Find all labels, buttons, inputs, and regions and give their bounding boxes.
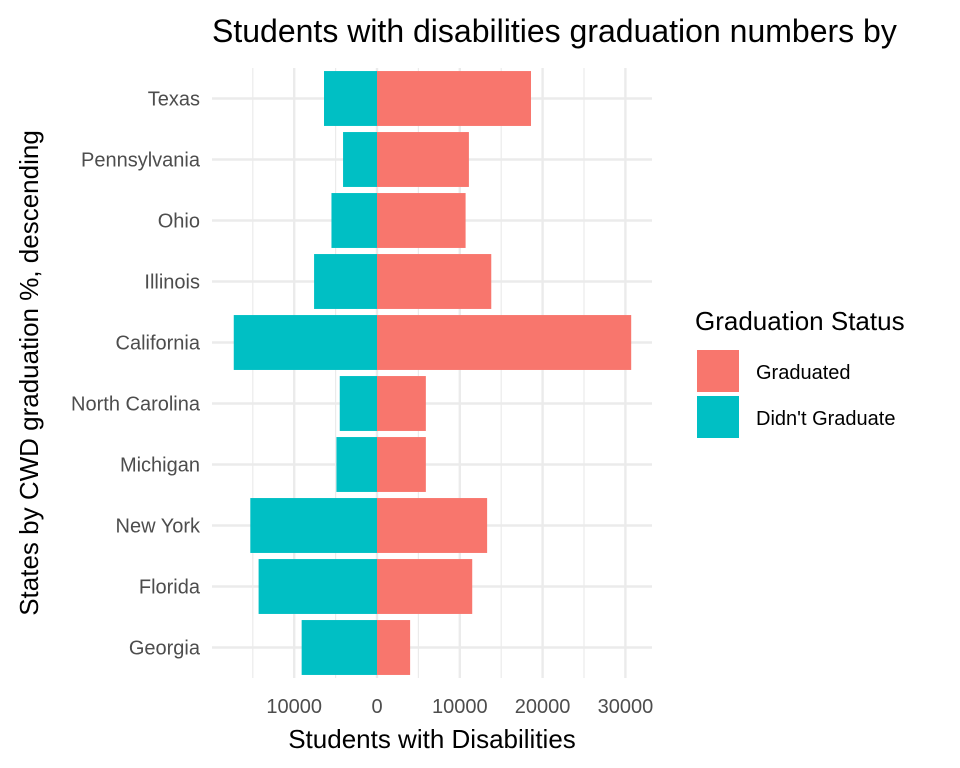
- y-tick-label: Illinois: [144, 272, 200, 294]
- bars-group: [233, 71, 632, 675]
- y-tick-label: Pennsylvania: [81, 150, 201, 172]
- bar-graduated-georgia: [377, 620, 411, 675]
- bar-graduated-florida: [377, 559, 473, 614]
- bar-didn-t-graduate-illinois: [314, 254, 377, 309]
- bar-graduated-new-york: [377, 498, 488, 553]
- chart-title: Students with disabilities graduation nu…: [212, 13, 897, 49]
- bar-didn-t-graduate-georgia: [301, 620, 377, 675]
- bar-graduated-ohio: [377, 193, 466, 248]
- bar-didn-t-graduate-north-carolina: [339, 376, 377, 431]
- y-tick-label: Georgia: [129, 638, 201, 660]
- x-tick-label: 10000: [432, 696, 488, 718]
- y-tick-label: California: [116, 333, 201, 355]
- x-tick-label: 10000: [266, 696, 322, 718]
- legend-key: [697, 396, 739, 438]
- y-tick-label: New York: [116, 516, 201, 538]
- bar-didn-t-graduate-texas: [324, 71, 377, 126]
- y-tick-label: Ohio: [158, 211, 200, 233]
- bar-didn-t-graduate-pennsylvania: [343, 132, 377, 187]
- x-tick-labels: 10000 0 10000 20000 30000: [266, 696, 653, 718]
- bar-graduated-pennsylvania: [377, 132, 469, 187]
- bar-didn-t-graduate-ohio: [331, 193, 377, 248]
- bar-graduated-north-carolina: [377, 376, 426, 431]
- bar-graduated-texas: [377, 71, 532, 126]
- legend: Graduation Status Graduated Didn't Gradua…: [695, 306, 905, 438]
- y-axis-title: States by CWD graduation %, descending: [14, 130, 44, 616]
- bar-didn-t-graduate-new-york: [250, 498, 377, 553]
- x-tick-label: 20000: [515, 696, 571, 718]
- legend-label: Didn't Graduate: [756, 408, 895, 430]
- legend-label: Graduated: [756, 362, 851, 384]
- y-tick-label: Florida: [139, 577, 201, 599]
- x-tick-label: 30000: [598, 696, 654, 718]
- bar-graduated-california: [377, 315, 632, 370]
- legend-key: [697, 350, 739, 392]
- x-tick-label: 0: [371, 696, 382, 718]
- bar-graduated-illinois: [377, 254, 492, 309]
- bar-didn-t-graduate-florida: [258, 559, 377, 614]
- bar-graduated-michigan: [377, 437, 426, 492]
- y-tick-label: North Carolina: [71, 394, 201, 416]
- y-tick-label: Texas: [148, 89, 200, 111]
- bar-didn-t-graduate-michigan: [336, 437, 377, 492]
- y-tick-label: Michigan: [120, 455, 200, 477]
- legend-title: Graduation Status: [695, 306, 905, 336]
- y-tick-labels: Texas Pennsylvania Ohio Illinois California N…: [71, 89, 201, 660]
- bar-didn-t-graduate-california: [233, 315, 377, 370]
- x-axis-title: Students with Disabilities: [288, 724, 576, 754]
